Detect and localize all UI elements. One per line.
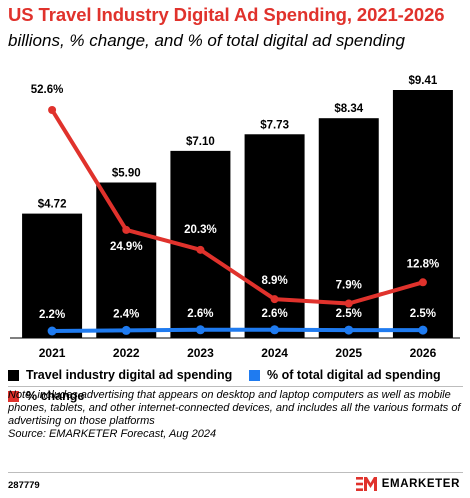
change-label-2022: 24.9% xyxy=(110,241,143,253)
legend-swatch-share xyxy=(249,369,260,381)
share-point-2026 xyxy=(418,325,428,335)
x-tick-label-2025: 2025 xyxy=(335,346,362,360)
legend-item-ad-spending: Travel industry digital ad spending xyxy=(8,368,232,382)
x-tick-label-2024: 2024 xyxy=(261,346,288,360)
legend-swatch-ad-spending xyxy=(8,369,19,381)
share-label-2023: 2.6% xyxy=(187,308,213,320)
share-label-2022: 2.4% xyxy=(113,308,139,320)
share-label-2025: 2.5% xyxy=(336,308,362,320)
legend-item-share: % of total digital ad spending xyxy=(249,368,441,382)
share-point-2023 xyxy=(195,325,205,335)
bar-2024 xyxy=(244,134,305,338)
bar-value-label-2022: $5.90 xyxy=(112,168,141,180)
bar-2021 xyxy=(22,213,83,338)
legend-label-change: % change xyxy=(26,389,85,403)
share-label-2026: 2.5% xyxy=(410,308,436,320)
change-label-2025: 7.9% xyxy=(336,280,362,292)
x-tick-label-2022: 2022 xyxy=(113,346,140,360)
chart-canvas: $4.72 $5.90 $7.10 $7.73 $8.34 $9.41 2021 2022 20… xyxy=(10,75,460,360)
bar-value-label-2023: $7.10 xyxy=(186,136,215,148)
change-label-2023: 20.3% xyxy=(184,224,217,236)
brand: EMARKETER xyxy=(355,477,460,491)
share-label-2024: 2.6% xyxy=(261,308,287,320)
share-point-2025 xyxy=(344,325,354,335)
share-label-2021: 2.2% xyxy=(39,309,65,321)
legend-label-share: % of total digital ad spending xyxy=(267,368,441,382)
divider-bottom xyxy=(8,472,463,473)
change-point-2026 xyxy=(418,278,427,287)
bar-value-label-2024: $7.73 xyxy=(260,119,289,131)
x-tick-label-2026: 2026 xyxy=(410,346,437,360)
bar-value-label-2026: $9.41 xyxy=(409,75,438,87)
emarketer-logo-icon xyxy=(355,477,377,491)
share-point-2021 xyxy=(47,326,57,336)
change-label-2024: 8.9% xyxy=(261,275,287,287)
legend-label-ad-spending: Travel industry digital ad spending xyxy=(26,368,233,382)
chart-title: US Travel Industry Digital Ad Spending, … xyxy=(8,4,445,25)
divider-top xyxy=(8,386,463,387)
change-point-2022 xyxy=(122,225,131,234)
change-point-2021 xyxy=(48,106,57,114)
note-text: Note: includes advertising that appears … xyxy=(8,389,461,427)
legend-item-change: % change xyxy=(8,389,84,403)
change-point-2024 xyxy=(270,295,279,304)
bar-value-label-2025: $8.34 xyxy=(334,103,363,115)
bar-value-label-2021: $4.72 xyxy=(38,199,67,211)
chart-subtitle: billions, % change, and % of total digit… xyxy=(8,31,405,50)
x-tick-label-2021: 2021 xyxy=(39,346,66,360)
change-point-2025 xyxy=(344,299,353,308)
brand-name: EMARKETER xyxy=(381,478,460,490)
source-text: Source: EMARKETER Forecast, Aug 2024 xyxy=(8,428,217,440)
change-label-2026: 12.8% xyxy=(407,258,440,270)
change-label-2021: 52.6% xyxy=(31,84,64,96)
chart-note: Note: includes advertising that appears … xyxy=(8,389,463,441)
bar-2026 xyxy=(392,90,453,338)
share-point-2024 xyxy=(270,325,280,335)
chart-id: 287779 xyxy=(8,480,40,491)
legend-swatch-change xyxy=(8,390,19,402)
share-line xyxy=(52,327,423,333)
share-point-2022 xyxy=(121,325,131,335)
change-point-2023 xyxy=(196,245,205,254)
x-tick-label-2023: 2023 xyxy=(187,346,214,360)
change-line xyxy=(50,108,424,306)
bar-2022 xyxy=(96,182,157,338)
